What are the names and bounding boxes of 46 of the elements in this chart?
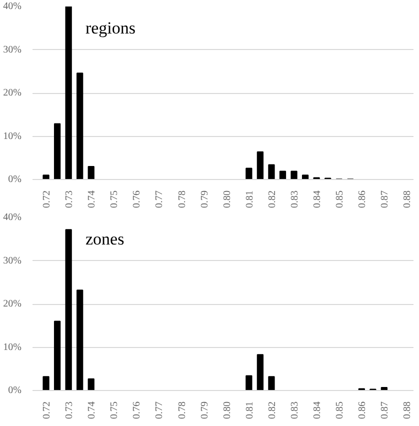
y-tick-label: 0% [8,385,22,396]
x-tick-label: 0.88 [402,402,414,419]
x-tick-label: 0.85 [334,402,346,419]
x-tick-label: 0.80 [222,190,233,208]
y-tick-label: 40% [3,212,22,223]
x-tick-label: 0.78 [176,190,188,208]
x-tick-label: 0.76 [132,402,143,419]
y-tick-label: 20% [3,298,22,310]
x-tick-label: 0.79 [199,402,210,419]
x-tick-label: 0.77 [154,190,166,208]
x-tick-label: 0.84 [312,402,324,419]
y-tick-label: 30% [3,255,22,266]
x-tick-label: 0.73 [64,190,76,208]
x-tick-label: 0.73 [64,402,76,419]
x-tick-label: 0.87 [380,402,391,419]
x-tick-label: 0.82 [266,190,278,208]
x-tick-label: 0.77 [154,402,166,419]
x-tick-label: 0.74 [86,190,98,208]
y-tick-label: 0% [8,174,22,185]
x-tick-label: 0.84 [312,190,324,208]
y-tick-label: 30% [3,44,22,56]
x-tick-label: 0.83 [290,190,301,208]
x-tick-label: 0.78 [176,402,188,419]
x-tick-label: 0.85 [334,190,346,208]
x-tick-label: 0.80 [222,402,233,419]
x-tick-label: 0.72 [42,402,53,419]
x-tick-label: 0.75 [109,190,120,208]
x-tick-label: 0.82 [266,402,278,419]
text: regions [85,18,136,38]
y-tick-label: 10% [3,130,22,142]
y-tick-label: 20% [3,88,22,98]
x-tick-label: 0.72 [42,190,53,208]
x-tick-label: 0.87 [380,190,391,208]
x-tick-label: 0.81 [244,190,256,208]
y-tick-label: 10% [3,342,22,353]
text: zones [85,230,124,249]
x-tick-label: 0.76 [132,190,143,208]
x-tick-label: 0.81 [244,402,256,419]
x-tick-label: 0.75 [109,402,120,419]
x-tick-label: 0.74 [86,402,98,419]
x-tick-label: 0.83 [290,402,301,419]
x-tick-label: 0.79 [199,190,210,208]
x-tick-label: 0.86 [357,190,368,208]
y-tick-label: 40% [3,1,22,12]
x-tick-label: 0.88 [402,190,414,208]
x-tick-label: 0.86 [357,402,368,419]
